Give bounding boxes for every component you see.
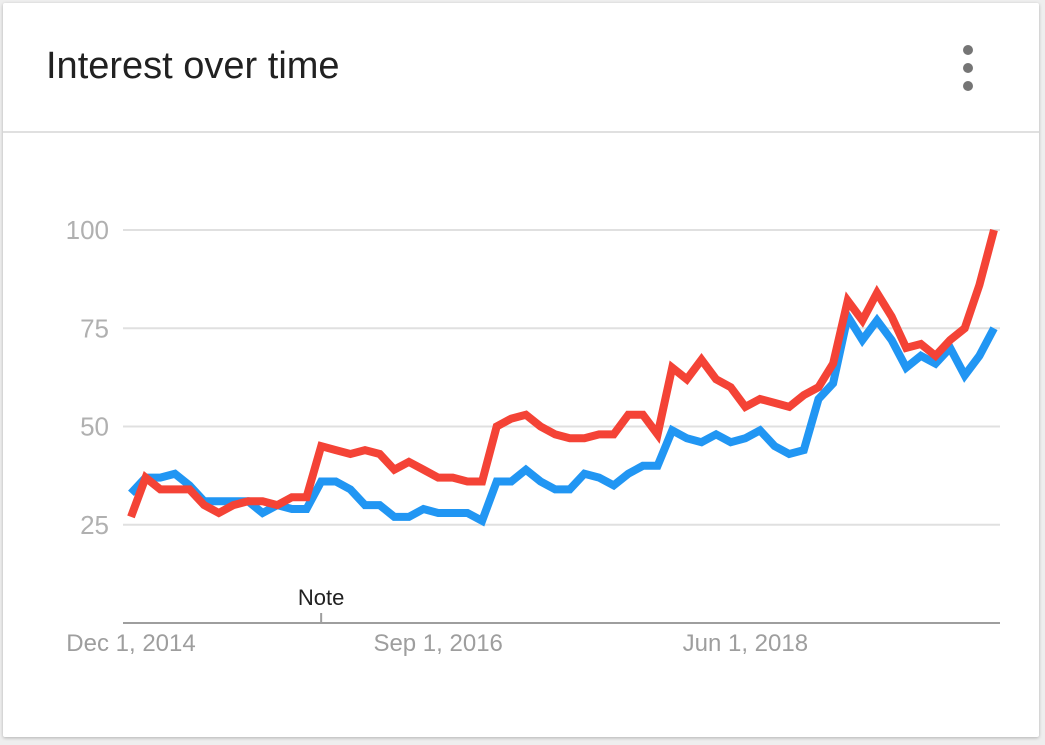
more-vert-icon[interactable] — [948, 43, 988, 93]
y-tick-label: 75 — [80, 313, 109, 343]
menu-dot — [963, 63, 973, 73]
x-axis — [123, 613, 1000, 624]
card-title: Interest over time — [46, 45, 340, 87]
x-tick-label: Jun 1, 2018 — [683, 630, 808, 657]
tick-labels: 25 50 75 100 Dec 1, 2014 Sep 1, 2016 Jun 1, 20… — [66, 215, 808, 657]
series-line-1 — [128, 306, 998, 527]
note-annotation: Note — [298, 585, 344, 610]
y-tick-label: 50 — [80, 412, 109, 442]
interest-line-chart: 25 50 75 100 Dec 1, 2014 Sep 1, 2016 Jun 1, 20… — [66, 215, 1000, 657]
card-header: Interest over time — [3, 3, 1039, 133]
series-line-2 — [127, 228, 998, 519]
x-tick-label: Dec 1, 2014 — [66, 630, 195, 657]
y-tick-label: 25 — [80, 510, 109, 540]
interest-card: Interest over time 25 50 75 100 Dec 1, 2014 S… — [3, 3, 1039, 737]
menu-dot — [963, 45, 973, 55]
y-tick-label: 100 — [66, 215, 109, 245]
menu-dot — [963, 81, 973, 91]
x-tick-label: Sep 1, 2016 — [373, 630, 502, 657]
grid-lines — [123, 229, 1000, 526]
series-lines — [127, 228, 998, 527]
